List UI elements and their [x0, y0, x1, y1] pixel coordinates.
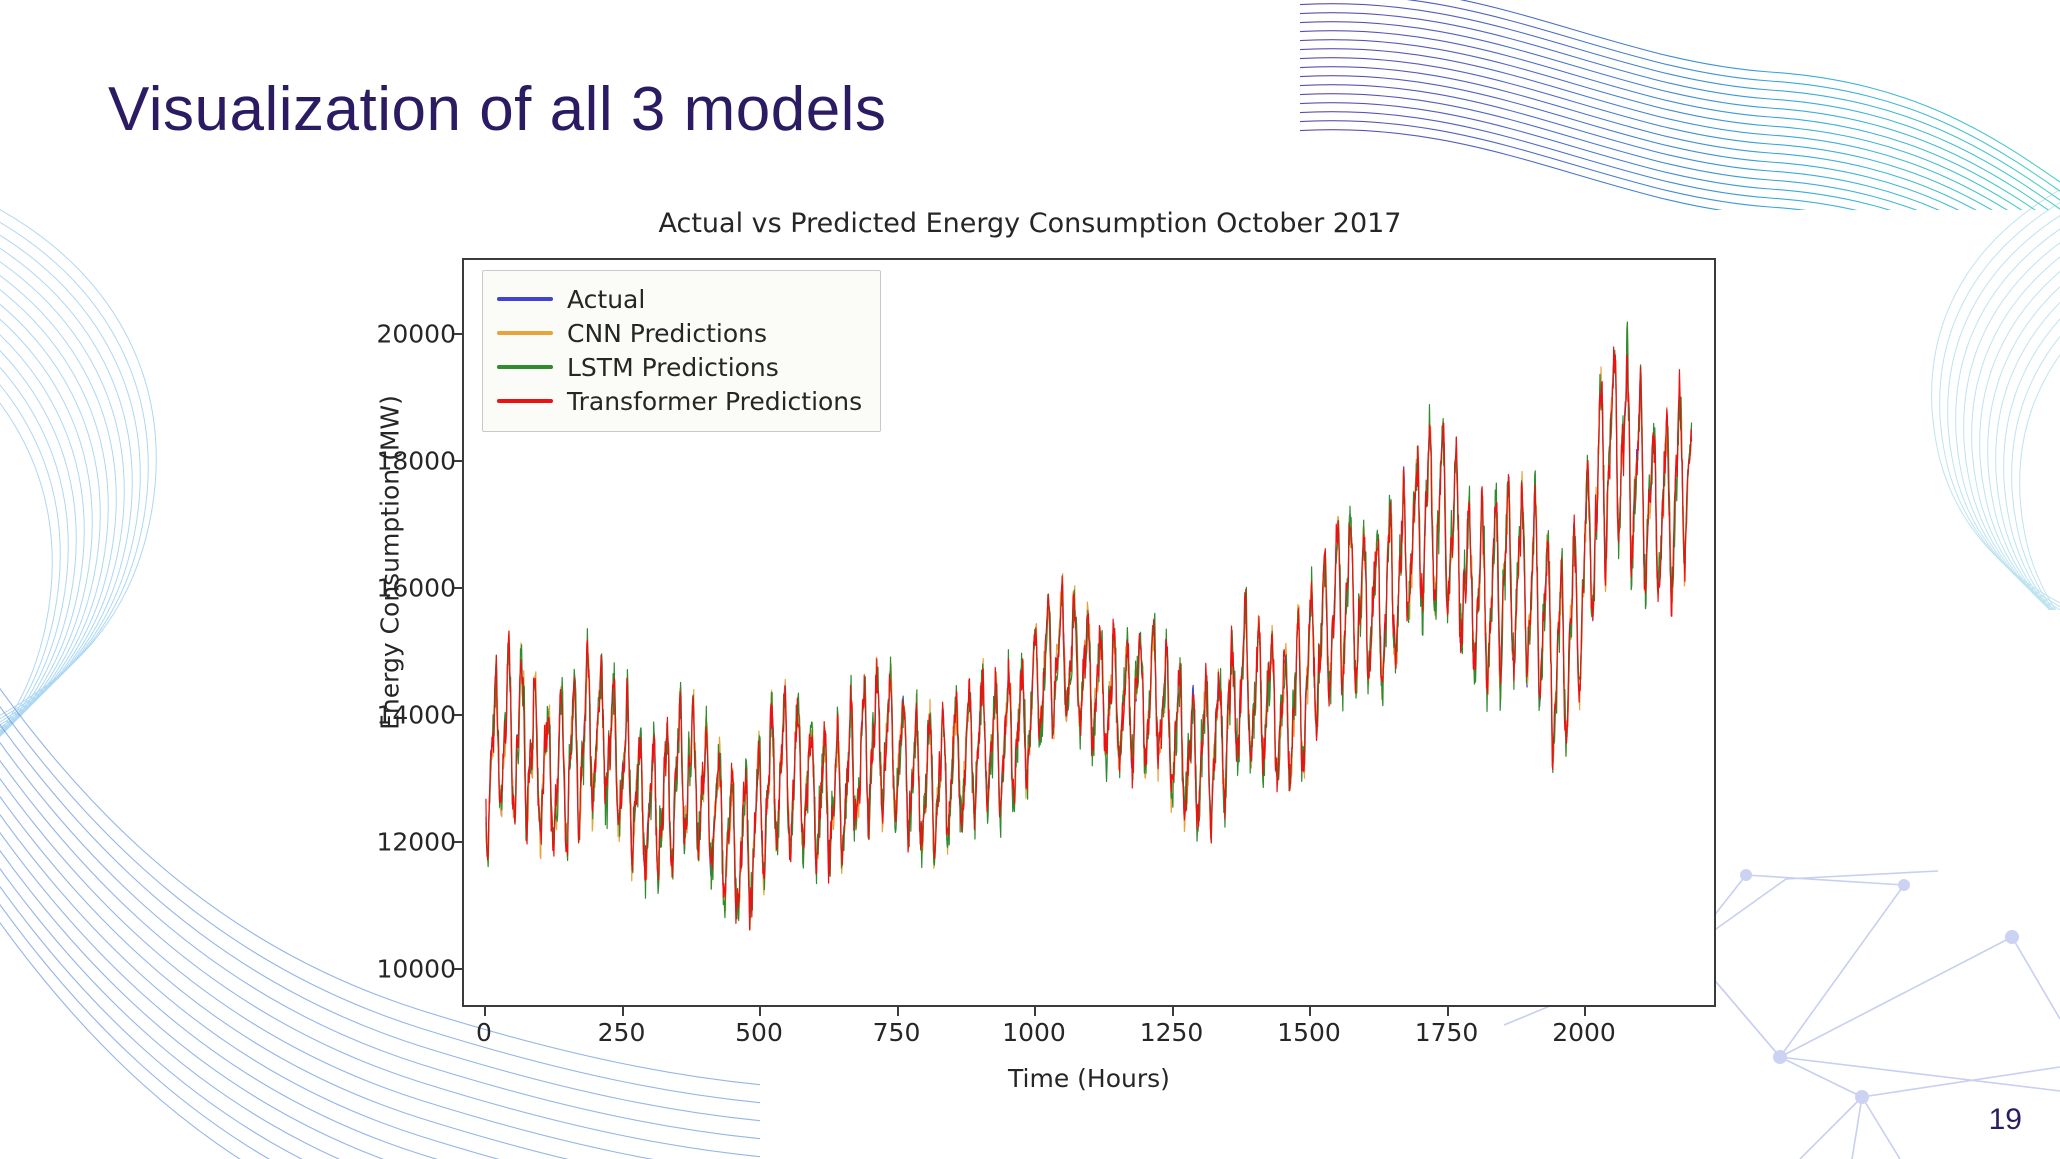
y-tick-mark: [454, 587, 463, 590]
x-tick-label: 1750: [1414, 1018, 1479, 1047]
chart-legend: Actual CNN Predictions LSTM Predictions Tra…: [482, 270, 882, 432]
left-upper-wave-decoration: [0, 209, 157, 737]
x-axis-label: Time (Hours): [1008, 1064, 1170, 1093]
legend-label: Actual: [567, 284, 646, 314]
x-tick-mark: [1034, 1007, 1036, 1016]
legend-label: LSTM Predictions: [567, 352, 779, 382]
x-tick-label: 500: [735, 1018, 783, 1047]
y-axis-label: Energy Consumption (MW): [375, 395, 405, 730]
x-tick-mark: [1309, 1007, 1311, 1016]
y-tick-mark: [454, 333, 463, 336]
x-tick-mark: [1446, 1007, 1449, 1016]
y-tick-mark: [454, 967, 463, 970]
x-tick-label: 1500: [1277, 1018, 1341, 1047]
page-title: Visualization of all 3 models: [108, 75, 887, 144]
x-tick-label: 250: [597, 1018, 646, 1047]
chart-title: Actual vs Predicted Energy Consumption O…: [658, 208, 1402, 239]
chart-figure: Actual vs Predicted Energy Consumption O…: [330, 208, 1730, 1093]
y-tick-label: 12000: [376, 827, 456, 857]
y-tick-label: 10000: [376, 954, 456, 984]
x-tick-mark: [621, 1007, 624, 1016]
legend-color-swatch: [497, 365, 553, 369]
x-tick-mark: [1584, 1007, 1586, 1016]
series-canvas: [464, 260, 1714, 1005]
legend-item[interactable]: Actual: [497, 282, 862, 316]
y-tick-label: 20000: [376, 319, 456, 349]
y-tick-label: 16000: [376, 573, 456, 603]
legend-label: CNN Predictions: [567, 318, 768, 348]
y-tick-mark: [454, 460, 463, 463]
x-tick-mark: [896, 1007, 899, 1016]
legend-label: Transformer Predictions: [567, 386, 863, 416]
x-tick-label: 1000: [1002, 1018, 1066, 1047]
legend-item[interactable]: LSTM Predictions: [497, 350, 862, 384]
series-line: [486, 347, 1692, 930]
x-tick-label: 2000: [1552, 1018, 1616, 1047]
y-tick-mark: [454, 714, 463, 717]
top-right-wave-decoration: [1300, 0, 2060, 210]
x-tick-label: 0: [476, 1018, 492, 1047]
y-tick-mark: [454, 840, 463, 843]
legend-color-swatch: [497, 331, 553, 335]
y-tick-label: 18000: [376, 446, 456, 476]
x-tick-label: 1250: [1139, 1018, 1204, 1047]
right-middle-wave-decoration: [1931, 190, 2060, 610]
legend-item[interactable]: Transformer Predictions: [497, 384, 862, 418]
x-tick-mark: [1171, 1007, 1174, 1016]
legend-item[interactable]: CNN Predictions: [497, 316, 862, 350]
legend-color-swatch: [497, 297, 553, 301]
x-tick-label: 750: [872, 1018, 921, 1047]
x-tick-mark: [484, 1007, 486, 1016]
page-number: 19: [1988, 1103, 2022, 1136]
x-tick-mark: [759, 1007, 761, 1016]
legend-color-swatch: [497, 399, 553, 403]
y-tick-label: 14000: [376, 700, 456, 730]
